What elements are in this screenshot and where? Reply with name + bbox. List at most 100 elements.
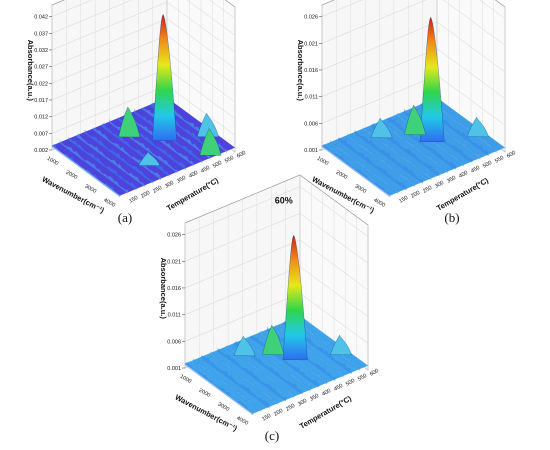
surface-ridge (68, 137, 137, 191)
x-axis-label: Wavenumber(cm⁻¹) (41, 175, 107, 216)
peak-3 (330, 334, 352, 356)
peak-2 (233, 335, 256, 357)
y-tick-label: 400 (321, 388, 332, 398)
surface-ridge (84, 129, 153, 184)
y-tick-label: 550 (357, 373, 368, 383)
z-tick-label: 0.042 (34, 15, 48, 21)
z-tick-label: 0.006 (167, 339, 181, 345)
z-tick-label: 0.027 (34, 65, 48, 71)
x-tick-label: 4000 (102, 197, 116, 208)
y-tick-label: 300 (164, 180, 175, 190)
x-tick-label: 3000 (217, 402, 231, 413)
y-tick-label: 200 (140, 190, 151, 200)
peak-0 (419, 16, 445, 143)
surface-ridge (92, 127, 162, 181)
z-tick-label: 0.026 (304, 15, 318, 21)
surface-ridge (387, 117, 456, 170)
surface-ridge (338, 137, 407, 191)
y-tick-label: 150 (261, 413, 272, 423)
z-tick-label: 0.007 (34, 131, 48, 137)
surface-ridge (51, 143, 121, 198)
y-tick-label: 550 (224, 155, 235, 165)
peak-1 (404, 104, 426, 135)
x-tick-label: 1000 (316, 156, 330, 167)
y-axis-label: Temperature(°C) (165, 176, 220, 213)
y-tick-label: 300 (434, 180, 445, 190)
surface-ridge (201, 355, 270, 409)
x-tick-label: 1000 (46, 156, 60, 167)
x-tick-label: 1000 (179, 374, 193, 385)
z-tick-label: 0.012 (34, 115, 48, 121)
peak-1 (118, 106, 141, 138)
y-tick-label: 450 (470, 165, 481, 175)
surface-ridge (330, 140, 399, 194)
peak-1 (262, 324, 285, 355)
panel-2: 0.001 0.006 0.011 0.016 0.021 0.026 Absorbance… (159, 174, 380, 434)
y-tick-label: 550 (494, 155, 505, 165)
z-tick-label: 0.017 (34, 98, 48, 104)
surface-ridge (60, 140, 129, 194)
surface-ridge (379, 118, 448, 174)
y-tick-label: 600 (506, 150, 517, 160)
x-tick-label: 3000 (354, 184, 368, 195)
y-tick-label: 350 (176, 175, 187, 185)
peak-4 (199, 128, 222, 156)
z-tick-label: 0.001 (167, 366, 181, 372)
panel-1: 0.001 0.006 0.011 0.016 0.021 0.026 Absorbance… (296, 0, 517, 215)
y-tick-label: 250 (422, 185, 433, 195)
y-tick-label: 200 (410, 190, 421, 200)
y-tick-label: 400 (188, 170, 199, 180)
surface-ridge (193, 358, 262, 412)
peak-0 (282, 234, 308, 361)
z-tick-label: 0.021 (304, 41, 318, 47)
y-tick-label: 250 (152, 185, 163, 195)
surface-ridge (354, 129, 423, 184)
panel-annotation: 60% (275, 196, 293, 206)
z-tick-label: 0.026 (167, 233, 181, 239)
peak-3 (467, 116, 489, 138)
y-tick-label: 600 (369, 368, 380, 378)
x-tick-label: 4000 (235, 415, 249, 426)
x-tick-label: 2000 (198, 388, 212, 399)
y-tick-label: 350 (446, 175, 457, 185)
z-tick-label: 0.016 (304, 68, 318, 74)
surface-ridge (184, 361, 254, 416)
y-tick-label: 150 (128, 195, 139, 205)
x-tick-label: 2000 (335, 170, 349, 181)
surface-ridge (242, 336, 311, 392)
y-tick-label: 250 (285, 403, 296, 413)
surface-ridge (209, 351, 278, 406)
z-tick-label: 0.022 (34, 81, 48, 87)
surface-ridge (76, 133, 145, 188)
y-tick-label: 350 (309, 393, 320, 403)
surface-ridge (321, 143, 391, 198)
z-axis-label: Absorbance(a.u.) (159, 258, 168, 320)
x-axis-label: Wavenumber(cm⁻¹) (174, 393, 240, 434)
peak-2 (370, 117, 393, 139)
x-tick-label: 2000 (65, 170, 79, 181)
z-tick-label: 0.006 (304, 121, 318, 127)
panel-caption: (c) (265, 428, 279, 443)
z-tick-label: 0.011 (305, 95, 318, 101)
z-tick-label: 0.021 (167, 259, 181, 265)
surface-ridge (217, 347, 286, 402)
y-tick-label: 450 (333, 383, 344, 393)
y-tick-label: 600 (236, 150, 247, 160)
panel-caption: (a) (118, 210, 132, 225)
y-tick-label: 450 (200, 165, 211, 175)
x-tick-label: 4000 (372, 197, 386, 208)
x-tick-label: 3000 (84, 184, 98, 195)
y-axis-label: Temperature(°C) (435, 176, 490, 213)
panel-0: 0.002 0.007 0.012 0.017 0.022 0.027 0.032 0.037… (26, 0, 247, 215)
y-tick-label: 500 (482, 160, 493, 170)
z-tick-label: 0.016 (167, 286, 181, 292)
peak-0 (152, 14, 177, 142)
z-axis-label: Absorbance(a.u.) (296, 40, 305, 102)
y-tick-label: 500 (345, 378, 356, 388)
y-axis-label: Temperature(°C) (298, 394, 353, 431)
y-tick-label: 300 (297, 398, 308, 408)
z-tick-label: 0.011 (168, 313, 181, 319)
z-tick-label: 0.032 (34, 48, 48, 54)
